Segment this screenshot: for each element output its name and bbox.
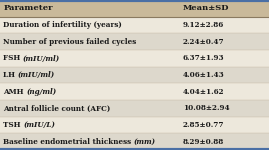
Text: 9.12±2.86: 9.12±2.86: [183, 21, 224, 29]
Text: 6.37±1.93: 6.37±1.93: [183, 54, 225, 62]
Text: FSH: FSH: [3, 54, 23, 62]
Bar: [0, 67, 269, 83]
Text: AMH: AMH: [3, 88, 26, 96]
Text: 10.08±2.94: 10.08±2.94: [183, 104, 229, 112]
Text: 8.29±0.88: 8.29±0.88: [183, 138, 224, 146]
Text: (mIU/L): (mIU/L): [23, 121, 55, 129]
Text: LH: LH: [3, 71, 18, 79]
Bar: [0, 83, 269, 100]
Bar: [0, 50, 269, 67]
Text: Number of previous failed cycles: Number of previous failed cycles: [3, 38, 136, 46]
Bar: [0, 117, 269, 133]
Bar: [0, 100, 269, 117]
Text: (mm): (mm): [134, 138, 156, 146]
Text: Baseline endometrial thickness: Baseline endometrial thickness: [3, 138, 134, 146]
Text: Mean±SD: Mean±SD: [183, 4, 229, 12]
Text: 4.06±1.43: 4.06±1.43: [183, 71, 225, 79]
Text: 2.24±0.47: 2.24±0.47: [183, 38, 225, 46]
Text: 2.85±0.77: 2.85±0.77: [183, 121, 224, 129]
Bar: [0, 133, 269, 150]
Text: Antral follicle count (AFC): Antral follicle count (AFC): [3, 104, 111, 112]
Text: TSH: TSH: [3, 121, 23, 129]
Text: (ng/ml): (ng/ml): [26, 88, 56, 96]
Bar: [0, 33, 269, 50]
Text: 4.04±1.62: 4.04±1.62: [183, 88, 225, 96]
Text: (mIU/ml): (mIU/ml): [18, 71, 55, 79]
Text: Parameter: Parameter: [3, 4, 53, 12]
Bar: [0, 17, 269, 33]
Bar: [0, 0, 269, 17]
Text: Duration of infertility (years): Duration of infertility (years): [3, 21, 122, 29]
Text: (mIU/ml): (mIU/ml): [23, 54, 60, 62]
